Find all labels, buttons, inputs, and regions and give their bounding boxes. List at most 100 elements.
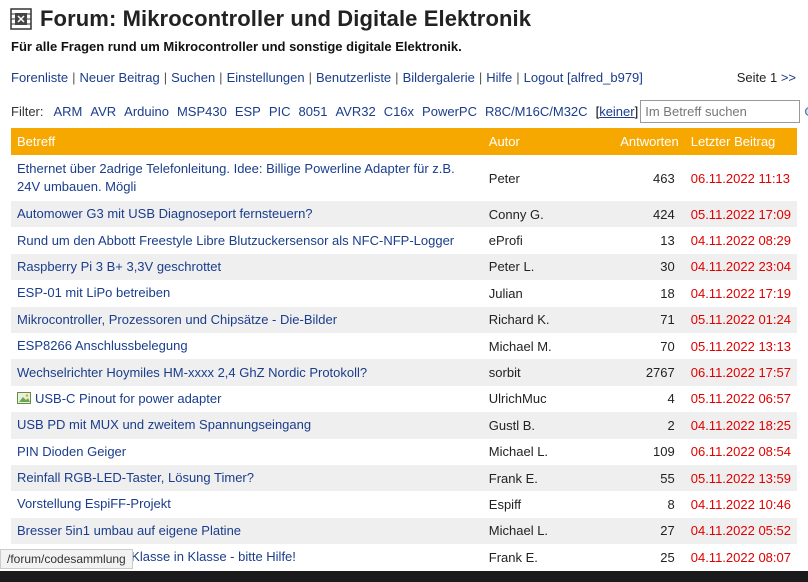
- topic-link[interactable]: Rund um den Abbott Freestyle Libre Blutz…: [17, 232, 455, 248]
- topic-subject-cell: Mikrocontroller, Prozessoren und Chipsät…: [11, 306, 483, 333]
- topic-replies: 25: [594, 544, 685, 571]
- topic-link[interactable]: Ethernet über 2adrige Telefonleitung. Id…: [17, 161, 455, 194]
- table-row: Rund um den Abbott Freestyle Libre Blutz…: [11, 227, 797, 254]
- topic-replies: 13: [594, 227, 685, 254]
- filter-link-3[interactable]: MSP430: [176, 104, 227, 119]
- topic-link[interactable]: Mikrocontroller, Prozessoren und Chipsät…: [17, 311, 338, 327]
- filter-link-4[interactable]: ESP: [234, 104, 261, 119]
- topic-table: Betreff Autor Antworten Letzter Beitrag …: [11, 128, 797, 571]
- topic-author: Peter: [482, 155, 595, 201]
- nav-separator: |: [72, 70, 76, 85]
- topic-last-post: 05.11.2022 13:59: [684, 464, 797, 492]
- subject-search-input[interactable]: [640, 100, 801, 123]
- filter-link-9[interactable]: PowerPC: [422, 104, 477, 119]
- filter-link-6[interactable]: 8051: [298, 104, 328, 119]
- column-last-post[interactable]: Letzter Beitrag: [684, 128, 797, 155]
- table-row: Raspberry Pi 3 B+ 3,3V geschrottet Peter …: [11, 253, 797, 281]
- nav-link-4[interactable]: Benutzerliste: [316, 70, 392, 85]
- nav-link-1[interactable]: Neuer Beitrag: [79, 70, 160, 85]
- filter-link-8[interactable]: C16x: [383, 104, 415, 119]
- page-subtitle: Für alle Fragen rund um Mikrocontroller …: [11, 39, 462, 54]
- topic-author: Frank E.: [482, 464, 595, 492]
- column-subject[interactable]: Betreff: [11, 128, 483, 155]
- filter-link-5[interactable]: PIC: [268, 104, 291, 119]
- topic-last-post: 05.11.2022 17:09: [684, 201, 797, 228]
- topic-subject-cell: ESP8266 Anschlussbelegung: [11, 332, 483, 360]
- topic-subject-cell: ESP-01 mit LiPo betreiben: [11, 280, 483, 307]
- nav-link-3[interactable]: Einstellungen: [226, 70, 305, 85]
- table-row: Bresser 5in1 umbau auf eigene Platine Mic…: [11, 517, 797, 545]
- topic-author: UlrichMuc: [482, 385, 595, 413]
- topic-subject-cell: Reinfall RGB-LED-Taster, Lösung Timer?: [11, 464, 483, 492]
- topic-link[interactable]: Wechselrichter Hoymiles HM-xxxx 2,4 GhZ …: [17, 364, 368, 380]
- topic-subject-cell: Wechselrichter Hoymiles HM-xxxx 2,4 GhZ …: [11, 359, 483, 386]
- topic-author: Espiff: [482, 491, 595, 518]
- filter-label: Filter:: [11, 104, 44, 119]
- topic-replies: 55: [594, 464, 685, 492]
- filter-link-0[interactable]: ARM: [53, 104, 83, 119]
- topic-replies: 2767: [594, 359, 685, 386]
- table-row: Mikrocontroller, Prozessoren und Chipsät…: [11, 306, 797, 333]
- topic-last-post: 04.11.2022 08:07: [684, 544, 797, 571]
- topic-replies: 27: [594, 517, 685, 545]
- nav-link-6[interactable]: Hilfe: [486, 70, 513, 85]
- table-row: USB-C Pinout for power adapter UlrichMuc 4…: [11, 385, 797, 413]
- topic-replies: 424: [594, 201, 685, 228]
- nav-separator: |: [395, 70, 399, 85]
- topic-last-post: 04.11.2022 10:46: [684, 491, 797, 518]
- forum-navigation: Forenliste | Neuer Beitrag | Suchen | Einstell…: [11, 70, 643, 85]
- topic-link[interactable]: ESP8266 Anschlussbelegung: [17, 338, 188, 354]
- topic-last-post: 04.11.2022 18:25: [684, 412, 797, 439]
- filter-link-10[interactable]: R8C/M16C/M32C: [484, 104, 588, 119]
- table-row: ESP8266 Anschlussbelegung Michael M. 70 05.…: [11, 332, 797, 360]
- column-replies[interactable]: Antworten: [594, 128, 685, 155]
- table-row: PIN Dioden Geiger Michael L. 109 06.11.2022…: [11, 438, 797, 465]
- taskbar: [0, 571, 808, 582]
- topic-link[interactable]: Automower G3 mit USB Diagnoseport fernst…: [17, 206, 313, 222]
- nav-link-2[interactable]: Suchen: [171, 70, 216, 85]
- topic-last-post: 04.11.2022 23:04: [684, 253, 797, 281]
- topic-replies: 2: [594, 412, 685, 439]
- next-page-link[interactable]: >>: [780, 70, 796, 85]
- topic-subject-cell: PIN Dioden Geiger: [11, 438, 483, 465]
- topic-last-post: 05.11.2022 01:24: [684, 306, 797, 333]
- table-row: Vorstellung EspiFF-Projekt Espiff 8 04.11.2…: [11, 491, 797, 518]
- column-author[interactable]: Autor: [482, 128, 595, 155]
- image-attachment-icon: [17, 391, 31, 405]
- filter-link-1[interactable]: AVR: [90, 104, 117, 119]
- filter-none: [keiner]: [595, 104, 639, 119]
- nav-link-7[interactable]: Logout [alfred_b979]: [523, 70, 643, 85]
- magnifier-icon[interactable]: [804, 106, 808, 120]
- topic-link[interactable]: PIN Dioden Geiger: [17, 443, 127, 459]
- topic-author: Frank E.: [482, 544, 595, 571]
- topic-link[interactable]: Vorstellung EspiFF-Projekt: [17, 496, 171, 512]
- topic-replies: 463: [594, 155, 685, 201]
- nav-separator: |: [163, 70, 168, 85]
- filter-none-link[interactable]: keiner: [599, 104, 635, 119]
- nav-separator: |: [478, 70, 483, 85]
- topic-last-post: 05.11.2022 13:13: [684, 332, 797, 360]
- topic-author: Conny G.: [482, 201, 595, 228]
- topic-replies: 109: [594, 438, 685, 465]
- topic-subject-cell: Bresser 5in1 umbau auf eigene Platine: [11, 517, 483, 545]
- topic-author: eProfi: [482, 227, 595, 254]
- pagination: Seite 1 >>: [737, 70, 796, 85]
- topic-subject-cell: Ethernet über 2adrige Telefonleitung. Id…: [11, 155, 483, 201]
- topic-link[interactable]: Bresser 5in1 umbau auf eigene Platine: [17, 522, 242, 538]
- topic-replies: 71: [594, 306, 685, 333]
- topic-link[interactable]: USB-C Pinout for power adapter: [35, 390, 222, 406]
- topic-replies: 8: [594, 491, 685, 518]
- topic-link[interactable]: USB PD mit MUX und zweitem Spannungseing…: [17, 417, 312, 433]
- table-row: Wechselrichter Hoymiles HM-xxxx 2,4 GhZ …: [11, 359, 797, 386]
- topic-link[interactable]: ESP-01 mit LiPo betreiben: [17, 285, 171, 301]
- table-row: Ethernet über 2adrige Telefonleitung. Id…: [11, 155, 797, 201]
- filter-link-2[interactable]: Arduino: [124, 104, 169, 119]
- topic-link[interactable]: Raspberry Pi 3 B+ 3,3V geschrottet: [17, 258, 222, 274]
- nav-link-5[interactable]: Bildergalerie: [402, 70, 475, 85]
- nav-link-0[interactable]: Forenliste: [11, 70, 69, 85]
- topic-replies: 70: [594, 332, 685, 360]
- topic-last-post: 04.11.2022 08:29: [684, 227, 797, 254]
- topic-link[interactable]: Reinfall RGB-LED-Taster, Lösung Timer?: [17, 470, 254, 486]
- topic-author: Michael L.: [482, 438, 595, 465]
- filter-link-7[interactable]: AVR32: [335, 104, 376, 119]
